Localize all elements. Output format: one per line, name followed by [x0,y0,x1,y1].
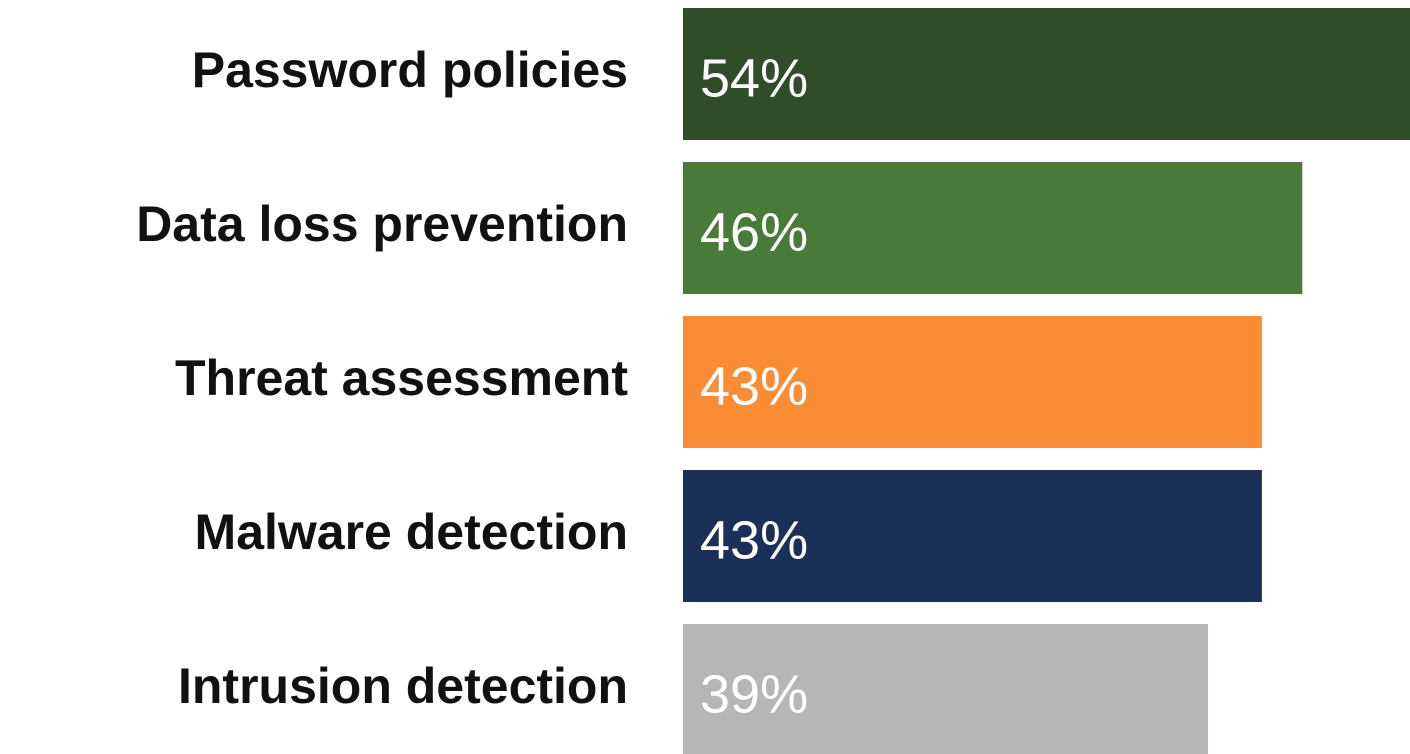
bar [683,8,1410,140]
category-label: Intrusion detection [178,658,628,714]
category-label: Threat assessment [175,350,628,406]
value-label: 46% [700,202,808,262]
value-label: 43% [700,510,808,570]
bar [683,470,1262,602]
value-label: 43% [700,356,808,416]
category-label: Data loss prevention [136,196,628,252]
bar [683,162,1303,294]
value-label: 54% [700,48,808,108]
category-label: Malware detection [195,504,628,560]
value-label: 39% [700,664,808,724]
bar [683,316,1262,448]
category-label: Password policies [192,42,628,98]
bar [683,624,1209,754]
